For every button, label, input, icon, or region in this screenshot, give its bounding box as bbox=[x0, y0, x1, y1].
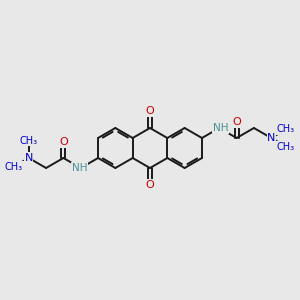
Text: NH: NH bbox=[72, 163, 88, 173]
Text: O: O bbox=[59, 137, 68, 147]
Text: O: O bbox=[146, 106, 154, 116]
Text: CH₃: CH₃ bbox=[5, 161, 23, 172]
Text: N: N bbox=[25, 153, 33, 163]
Text: O: O bbox=[146, 180, 154, 190]
Text: CH₃: CH₃ bbox=[20, 136, 38, 146]
Text: CH₃: CH₃ bbox=[277, 124, 295, 134]
Text: CH₃: CH₃ bbox=[277, 142, 295, 152]
Text: N: N bbox=[267, 133, 275, 143]
Text: O: O bbox=[232, 117, 241, 127]
Text: NH: NH bbox=[212, 123, 228, 133]
